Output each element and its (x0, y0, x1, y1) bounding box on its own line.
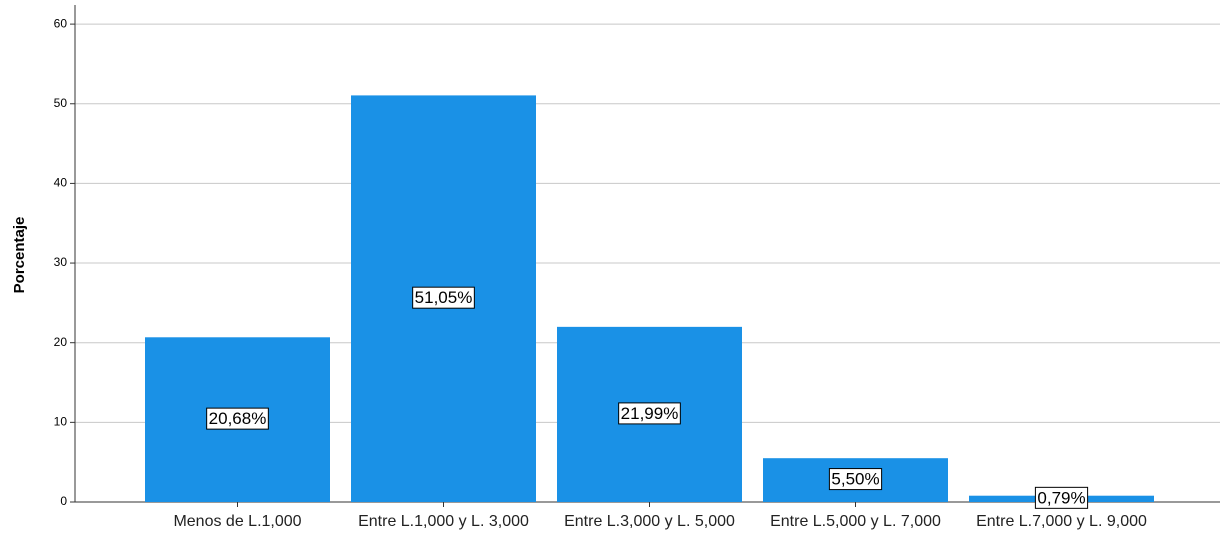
y-tick-label: 40 (54, 176, 68, 190)
y-tick-label: 20 (54, 335, 68, 349)
value-label: 5,50% (831, 470, 879, 489)
x-tick-label: Menos de L.1,000 (173, 513, 302, 530)
value-label-box (206, 407, 269, 430)
x-tick-label: Entre L.5,000 y L. 7,000 (770, 513, 941, 530)
value-label-box (618, 402, 681, 425)
y-tick-label: 30 (54, 255, 68, 269)
x-tick-label: Entre L.3,000 y L. 5,000 (564, 513, 735, 530)
value-label: 51,05% (415, 288, 473, 307)
y-tick-label: 0 (60, 494, 67, 508)
y-axis-label: Porcentaje (11, 217, 28, 294)
y-tick-label: 10 (54, 415, 68, 429)
x-tick-label: Entre L.7,000 y L. 9,000 (976, 513, 1147, 530)
value-label-box (1034, 486, 1089, 509)
value-label: 20,68% (209, 409, 267, 428)
value-label: 0,79% (1037, 488, 1085, 507)
y-tick-label: 60 (54, 16, 68, 30)
y-tick-label: 50 (54, 96, 68, 110)
value-label-box (412, 286, 475, 309)
x-tick-label: Entre L.1,000 y L. 3,000 (358, 513, 529, 530)
value-label: 21,99% (621, 404, 679, 423)
value-label-box (828, 468, 883, 491)
